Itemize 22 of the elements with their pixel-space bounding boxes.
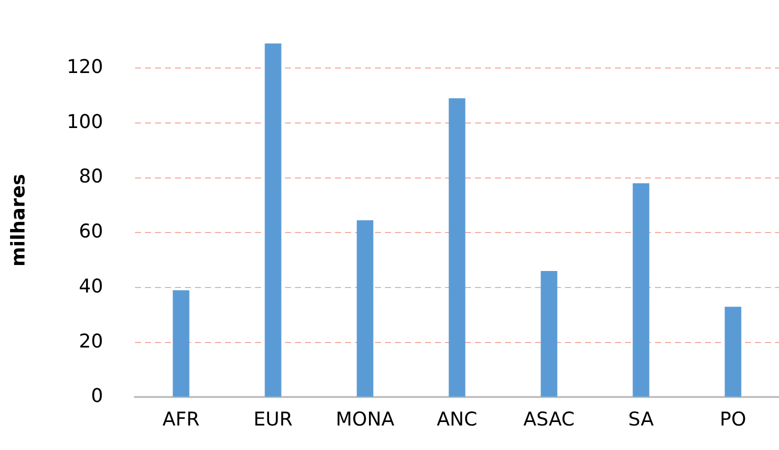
bar — [172, 290, 190, 397]
x-tick-label: ANC — [436, 408, 478, 431]
y-tick-label: 0 — [90, 385, 104, 408]
x-tick-label: EUR — [253, 408, 293, 431]
y-tick-label: 100 — [66, 110, 104, 133]
y-tick-label: 60 — [78, 220, 104, 243]
bar — [724, 306, 742, 397]
y-tick-label: 20 — [78, 330, 104, 352]
x-tick-label: SA — [628, 408, 654, 431]
x-tick-label: MONA — [336, 408, 394, 431]
x-tick-label: AFR — [162, 408, 200, 431]
bar — [448, 98, 466, 397]
y-tick-label: 80 — [78, 166, 104, 188]
y-axis-title: milhares — [7, 174, 30, 267]
bar — [356, 220, 374, 397]
y-tick-label: 40 — [78, 275, 104, 298]
bar — [540, 271, 558, 397]
x-tick-label: ASAC — [523, 408, 575, 431]
y-tick-label: 120 — [66, 56, 104, 78]
bar — [264, 43, 282, 397]
bar — [632, 183, 650, 397]
x-tick-label: PO — [720, 408, 746, 431]
